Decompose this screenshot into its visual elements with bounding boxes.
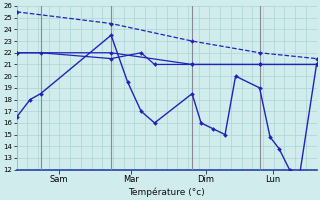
X-axis label: Température (°c): Température (°c): [128, 187, 205, 197]
